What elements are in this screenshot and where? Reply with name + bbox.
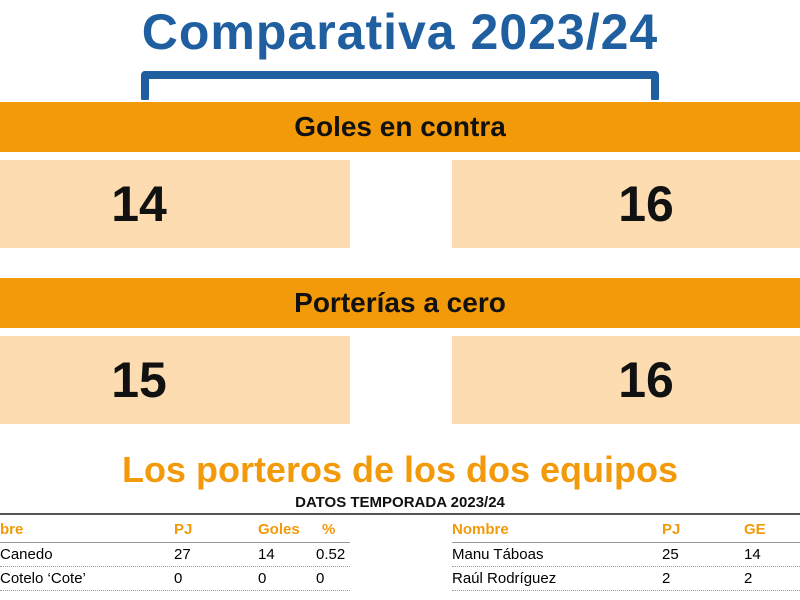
clean-sheets-label: Porterías a cero [294,287,506,318]
cell-ge: 14 [744,546,761,563]
season-label: DATOS TEMPORADA 2023/24 [295,494,505,511]
cell-percent: 0 [316,570,325,587]
cell-name: Canedo [0,546,53,563]
cell-goles: 14 [258,546,275,563]
cell-name: Raúl Rodríguez [452,570,557,587]
right-goalkeepers-table: Nombre PJ GE Manu Táboas 25 14 Raúl Rodr… [452,518,800,591]
header-ge: GE [744,521,766,538]
table-header-row: bre PJ Goles % [0,518,350,543]
cell-pj: 0 [174,570,183,587]
goals-against-label: Goles en contra [294,111,506,142]
cell-pj: 25 [662,546,679,563]
header-goles: Goles [258,521,300,538]
clean-sheets-left-box: 15 [0,336,350,424]
table-row: Cotelo ‘Cote’ 0 0 0 [0,567,350,591]
clean-sheets-band: Porterías a cero [0,278,800,328]
left-goalkeepers-table: bre PJ Goles % Canedo 27 14 0.52 Cotelo … [0,518,350,591]
table-row: Canedo 27 14 0.52 [0,543,350,567]
goals-against-left-value: 14 [111,176,167,232]
clean-sheets-right-box: 16 [452,336,800,424]
cell-name: Cotelo ‘Cote’ [0,570,86,587]
goalkeepers-title: Los porteros de los dos equipos [121,449,679,490]
header-pj: PJ [662,521,681,538]
header-name: bre [0,521,24,538]
cell-pj: 27 [174,546,191,563]
cell-goles: 0 [258,570,267,587]
table-header-row: Nombre PJ GE [452,518,800,543]
cell-pj: 2 [662,570,671,587]
clean-sheets-left-value: 15 [111,352,167,408]
title-bracket [141,71,659,100]
cell-percent: 0.52 [316,546,346,563]
clean-sheets-right-value: 16 [618,352,674,408]
goals-against-right-value: 16 [618,176,674,232]
goals-against-band: Goles en contra [0,102,800,152]
header-pj: PJ [174,521,193,538]
cell-ge: 2 [744,570,753,587]
table-divider [0,513,800,515]
table-row: Manu Táboas 25 14 [452,543,800,567]
header-name: Nombre [452,521,509,538]
cell-name: Manu Táboas [452,546,544,563]
header-percent: % [322,521,336,538]
goals-against-right-box: 16 [452,160,800,248]
table-row: Raúl Rodríguez 2 2 [452,567,800,591]
page-title: Comparativa 2023/24 [141,4,659,60]
goals-against-left-box: 14 [0,160,350,248]
